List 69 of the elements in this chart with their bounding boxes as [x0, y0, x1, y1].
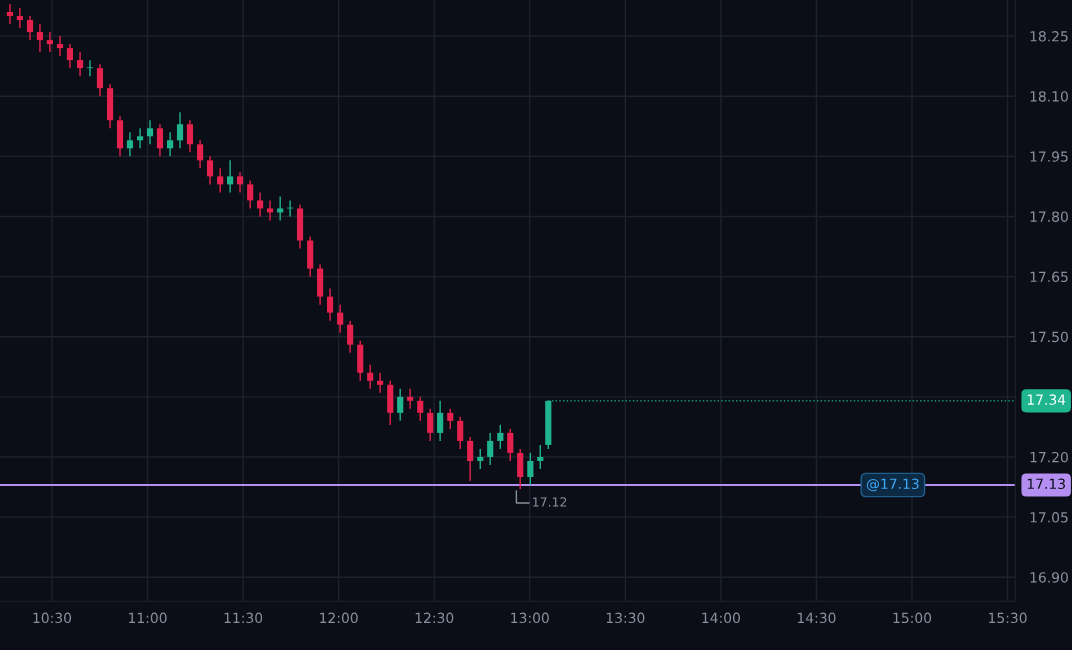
candlestick	[26, 15, 34, 41]
candlestick	[326, 287, 334, 322]
candlestick	[36, 23, 44, 53]
candlestick	[176, 111, 184, 150]
x-tick-label: 12:30	[415, 612, 454, 624]
candlestick	[56, 35, 64, 57]
candlestick	[417, 396, 424, 422]
candlestick	[66, 43, 74, 69]
y-tick-label: 18.10	[1030, 91, 1068, 102]
candlestick	[367, 364, 374, 390]
x-tick-label: 15:30	[989, 612, 1027, 624]
candlestick	[46, 31, 53, 53]
y-tick-label: 18.25	[1030, 31, 1068, 42]
candlestick	[437, 400, 444, 442]
candlestick	[217, 167, 224, 194]
candlestick	[407, 388, 414, 410]
x-tick-label: 14:00	[702, 612, 740, 624]
candlestick	[86, 59, 94, 77]
y-tick-label: 17.20	[1030, 451, 1068, 463]
candlestick	[186, 119, 194, 154]
candlestick	[16, 7, 23, 29]
candlestick	[487, 432, 494, 466]
candlestick	[467, 436, 474, 482]
y-tick-label: 17.50	[1030, 331, 1068, 343]
candlestick	[197, 139, 204, 170]
candlestick	[76, 51, 84, 77]
candlestick	[227, 159, 234, 194]
annotation: @17.13	[866, 478, 919, 492]
candlestick	[497, 424, 504, 450]
y-tick-label: 17.95	[1030, 151, 1068, 162]
ref-line-label: 17.34	[1027, 394, 1066, 405]
candlestick	[266, 199, 274, 222]
candlestick	[167, 131, 174, 158]
y-tick-label: 17.80	[1030, 211, 1068, 222]
candlestick	[126, 131, 134, 158]
candlestick	[6, 3, 14, 25]
candlestick	[137, 127, 144, 150]
candlestick	[236, 171, 244, 194]
x-tick-label: 12:00	[320, 612, 358, 624]
x-tick-label: 10:30	[33, 612, 72, 624]
y-tick-label: 16.90	[1030, 572, 1068, 583]
candlestick	[447, 408, 454, 430]
candlestick	[477, 448, 484, 470]
candlestick	[247, 179, 254, 210]
x-tick-label: 11:00	[129, 612, 167, 624]
candlestick	[397, 388, 404, 422]
candlestick	[527, 452, 534, 486]
candlestick	[537, 444, 544, 470]
candlestick	[206, 155, 214, 186]
candlestick	[347, 319, 354, 354]
candlestick	[277, 195, 284, 222]
candlestick	[377, 372, 384, 394]
y-tick-label: 17.05	[1030, 512, 1068, 523]
y-tick-label: 17.65	[1030, 271, 1068, 283]
candlestick	[146, 119, 154, 145]
x-tick-label: 13:00	[511, 612, 549, 624]
candlestick	[257, 191, 264, 218]
annotation: 17.12	[533, 497, 567, 507]
x-tick-label: 11:30	[224, 612, 263, 624]
x-tick-label: 14:30	[797, 612, 836, 624]
x-tick-label: 13:30	[606, 612, 645, 624]
candlestick	[156, 123, 164, 158]
candlestick	[337, 303, 344, 334]
candlestick	[507, 428, 514, 462]
candlestick	[427, 408, 434, 442]
candlestick	[457, 416, 464, 450]
candlestick	[96, 63, 104, 97]
ref-line-label: 17.13	[1027, 478, 1065, 490]
x-tick-label: 15:00	[893, 612, 932, 624]
